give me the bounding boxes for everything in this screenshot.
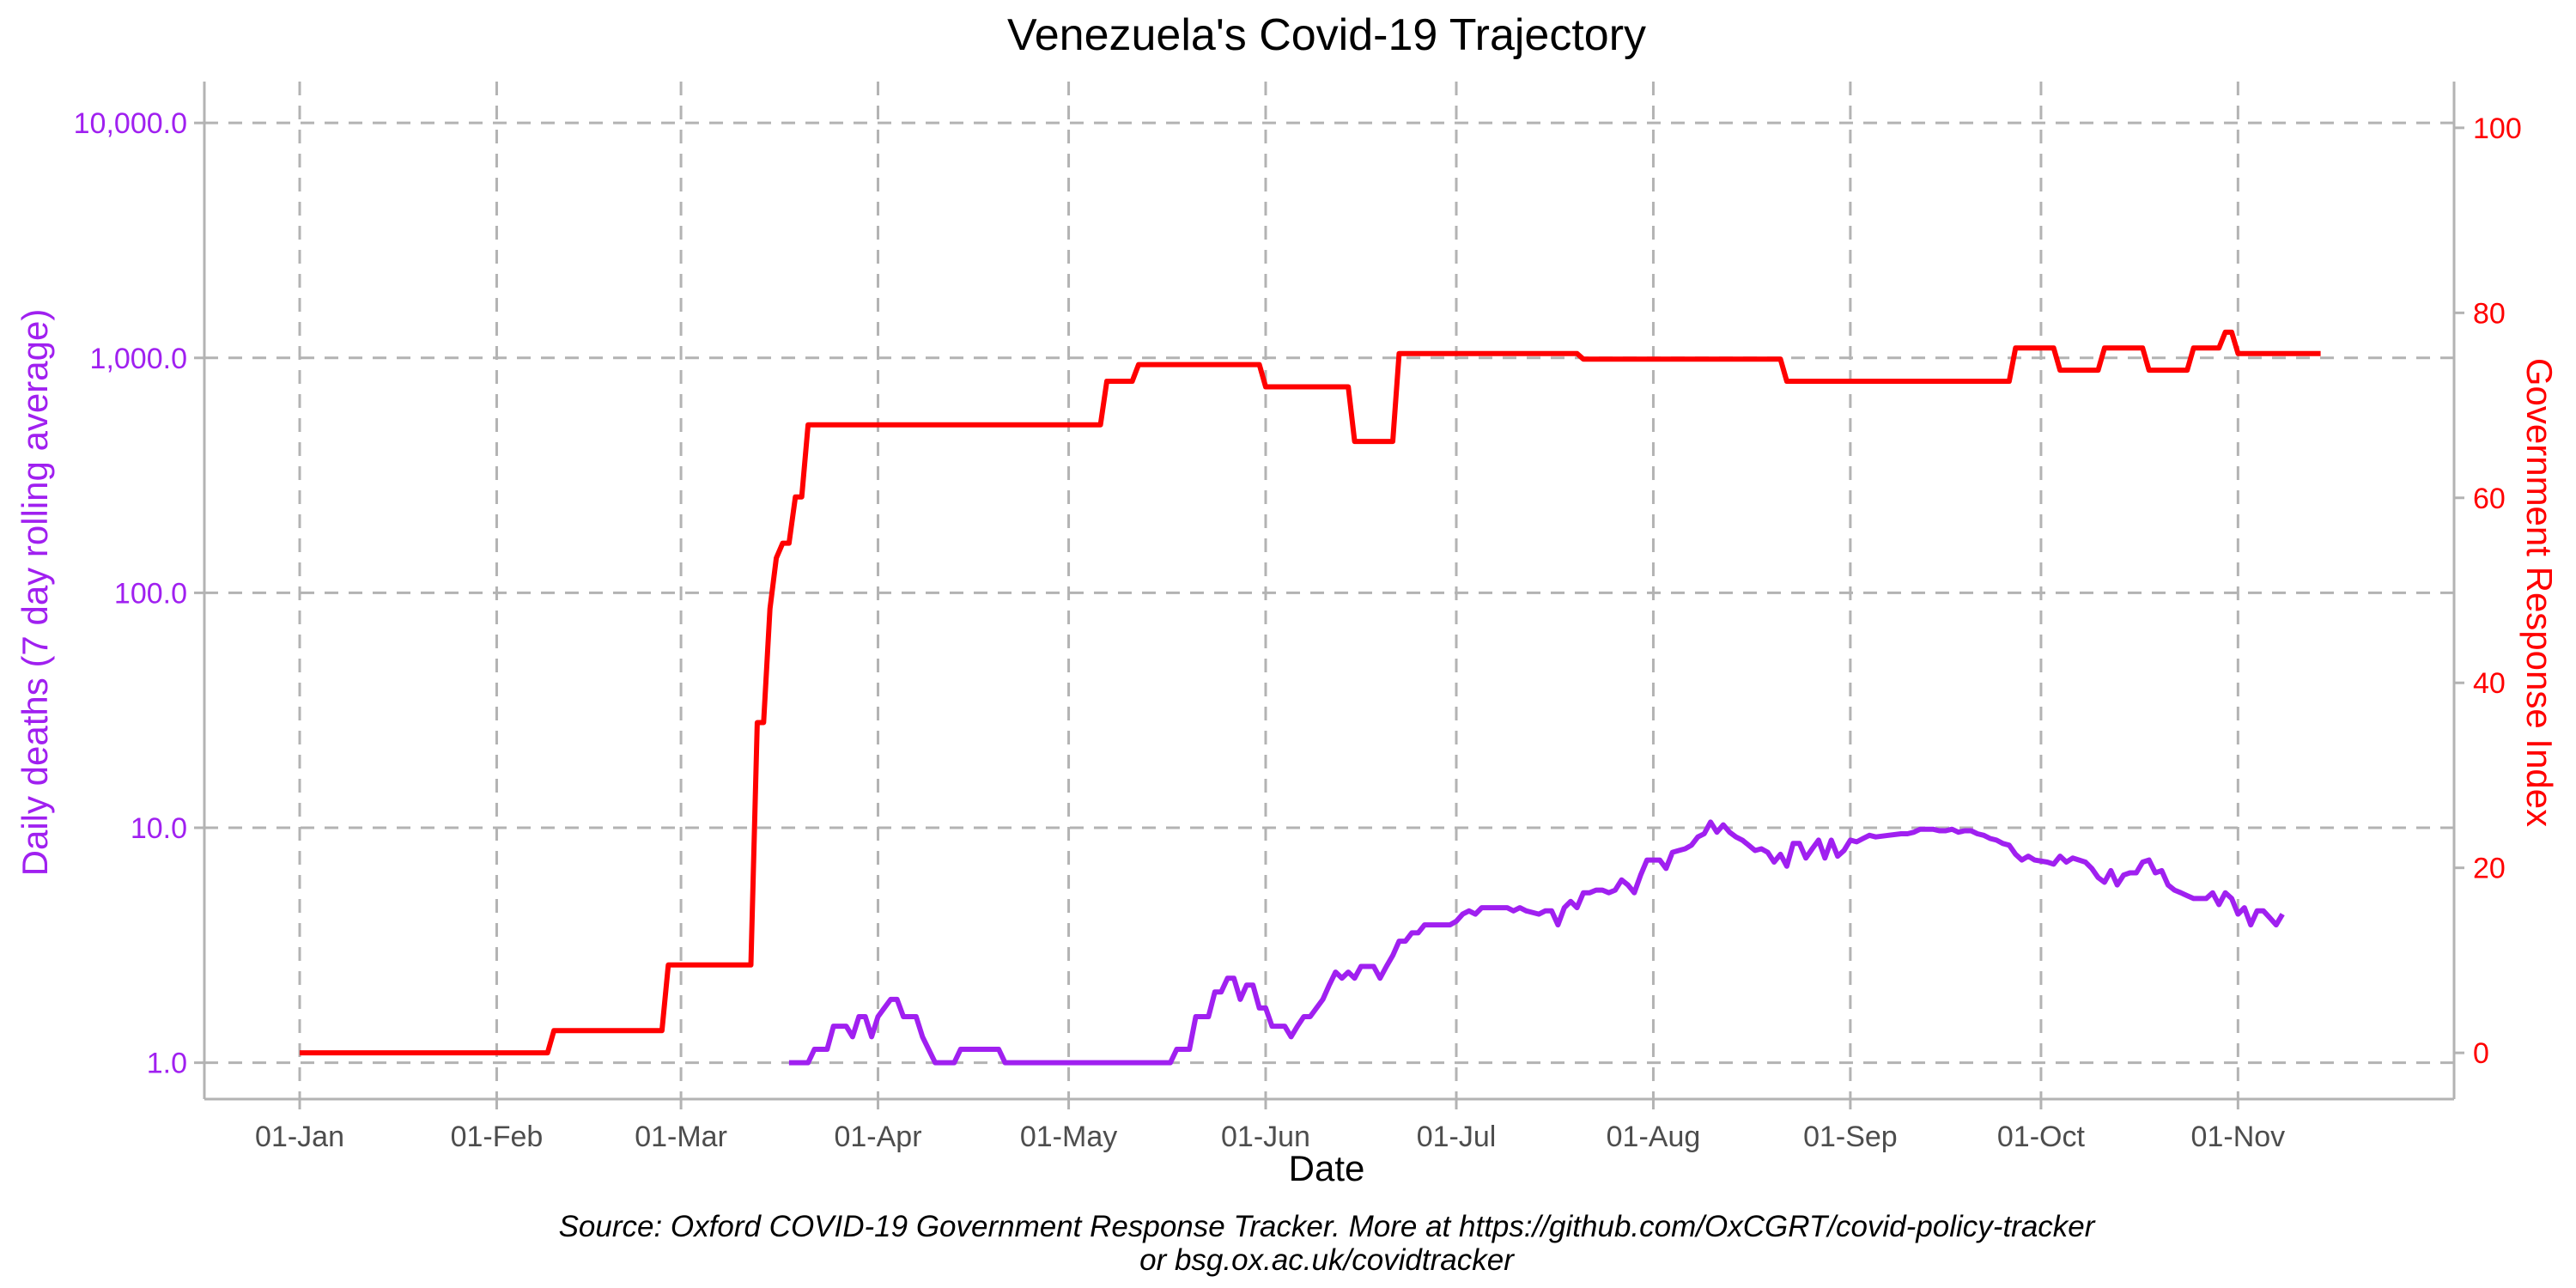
y-right-tick-label: 80 [2473,297,2506,330]
x-tick-label: 01-Jun [1221,1121,1310,1153]
grid [204,82,2454,1099]
x-tick-label: 01-Aug [1607,1121,1701,1153]
y-right-tick-label: 100 [2473,112,2522,145]
axes: 01-Jan 01-Feb 01-Mar 01-Apr 01-May 01-Jun 01-J… [74,82,2522,1153]
series-line-government-response-index [300,329,2321,1056]
y-right-tick-label: 0 [2473,1037,2489,1070]
x-tick-label: 01-Nov [2191,1121,2286,1153]
y-axis-right-label: Government Response Index [2519,358,2560,827]
x-tick-label: 01-Jan [255,1121,344,1153]
series-line-daily-deaths [788,819,2285,1066]
chart-title: Venezuela's Covid-19 Trajectory [1007,10,1646,60]
series [300,329,2321,1066]
x-tick-label: 01-Oct [1997,1121,2086,1153]
x-tick-label: 01-May [1020,1121,1117,1153]
y-left-tick-label: 10,000.0 [74,107,187,140]
source-caption-line-2: or bsg.ox.ac.uk/covidtracker [1139,1243,1515,1277]
y-right-tick-label: 40 [2473,667,2506,700]
x-tick-label: 01-Feb [451,1121,544,1153]
y-left-tick-label: 1,000.0 [90,343,187,375]
x-axis-label: Date [1289,1148,1365,1188]
y-left-tick-label: 100.0 [114,577,187,610]
y-right-tick-label: 20 [2473,853,2506,885]
source-caption-line-1: Source: Oxford COVID-19 Government Respo… [559,1210,2096,1243]
y-right-tick-label: 60 [2473,483,2506,515]
x-tick-label: 01-Mar [635,1121,727,1153]
y-left-tick-label: 1.0 [147,1048,187,1080]
x-tick-label: 01-Jul [1417,1121,1497,1153]
x-tick-label: 01-Sep [1803,1121,1898,1153]
y-axis-left-label: Daily deaths (7 day rolling average) [15,309,55,877]
x-tick-label: 01-Apr [834,1121,921,1153]
y-left-tick-label: 10.0 [131,812,187,845]
